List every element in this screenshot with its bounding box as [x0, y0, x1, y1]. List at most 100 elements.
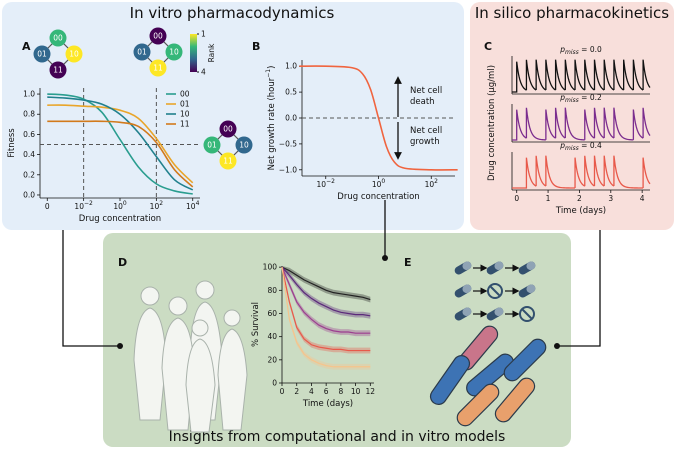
connector-dot	[554, 343, 560, 349]
concentration-curve	[564, 107, 585, 141]
tick-label: 0.2	[23, 170, 35, 179]
network-node	[49, 61, 67, 79]
tick-label: 0	[280, 387, 285, 396]
survival-curve	[281, 266, 371, 317]
concentration-curve	[545, 155, 576, 189]
tick-text: 10	[150, 202, 160, 211]
concentration-curve	[613, 107, 634, 141]
concentration-curve	[593, 155, 605, 187]
concentration-curve	[512, 109, 527, 141]
tick-exponent: −2	[326, 178, 335, 185]
y-axis-label: % Survival	[251, 302, 261, 347]
concentration-curve	[642, 107, 651, 139]
title-symbol: p	[559, 45, 565, 54]
tick-label: 6	[324, 387, 329, 396]
panel-letter: A	[22, 40, 31, 53]
pills-icon	[454, 261, 536, 322]
tick-label: 0.0	[285, 114, 297, 123]
node-label: 10	[169, 48, 179, 57]
tick-label: 4	[640, 194, 645, 203]
legend-label: 11	[180, 120, 190, 129]
node-label: 11	[153, 64, 163, 73]
concentration-curve	[525, 59, 537, 91]
legend-label: 00	[180, 90, 190, 99]
bacteria-icon	[429, 325, 547, 427]
node-label: 10	[239, 141, 249, 150]
title-subscript: miss	[565, 97, 579, 104]
title-silico: In silico pharmacokinetics	[475, 4, 669, 22]
concentration-curve	[632, 59, 644, 91]
concentration-curve	[564, 59, 576, 91]
network-node	[49, 29, 67, 47]
tick-label: −0.5	[279, 139, 297, 148]
network-node	[149, 59, 167, 77]
network-node	[203, 136, 221, 154]
tick-label: 0.5	[285, 88, 297, 97]
panel-letter: C	[484, 40, 492, 53]
node-label: 01	[137, 48, 147, 57]
tick-exponent: 2	[434, 178, 438, 185]
tick-text: 10	[186, 202, 196, 211]
x-axis-label: Drug concentration	[79, 214, 161, 224]
node-label: 01	[207, 141, 217, 150]
node-label: 01	[37, 50, 47, 59]
concentration-curve	[642, 59, 651, 91]
concentration-curve	[512, 157, 537, 189]
concentration-curve	[525, 107, 546, 141]
panel-letter: B	[252, 40, 260, 53]
tick-exponent: −2	[84, 200, 93, 207]
people-icon	[133, 280, 248, 433]
tick-label: 0.0	[23, 190, 35, 199]
label-exponent: −1	[265, 69, 272, 78]
legend-label: 01	[180, 100, 190, 109]
y-axis-label: Net growth rate (hour−1)	[265, 66, 277, 171]
tick-label: 12	[366, 387, 376, 396]
title-symbol: p	[559, 93, 565, 102]
title-vitro: In vitro pharmacodynamics	[130, 4, 335, 22]
tick-exponent: 0	[123, 200, 127, 207]
concentration-curve	[574, 157, 586, 188]
tick-label: 10−2	[74, 200, 93, 211]
tick-text: 0.0	[285, 114, 297, 123]
tick-exponent: 4	[196, 200, 200, 207]
title-symbol: p	[559, 141, 565, 150]
node-label: 00	[153, 32, 163, 41]
label-text: Net growth rate (hour	[267, 77, 277, 170]
data-line	[299, 65, 458, 171]
label-text: )	[267, 66, 277, 69]
subplot-title: pmiss = 0.0	[559, 45, 602, 56]
concentration-curve	[642, 157, 651, 188]
panel-letter: D	[118, 256, 127, 269]
data-line	[47, 104, 194, 184]
annotation: death	[410, 97, 435, 107]
network-node	[219, 152, 237, 170]
network-node	[65, 45, 83, 63]
tick-label: 8	[338, 387, 343, 396]
colorbar-label: Rank	[207, 43, 216, 62]
tick-label: 0.4	[23, 150, 35, 159]
concentration-curve	[535, 59, 547, 91]
subplot-title: pmiss = 0.2	[559, 93, 602, 104]
tick-label: 4	[309, 387, 314, 396]
connectors	[62, 200, 601, 347]
tick-label: 10	[351, 387, 361, 396]
tick-label: 2	[577, 194, 582, 203]
tick-text: −0.5	[279, 139, 297, 148]
tick-exponent: 2	[159, 200, 163, 207]
network-node	[33, 45, 51, 63]
tick-label: 1	[546, 194, 551, 203]
survival-curve	[281, 266, 371, 301]
concentration-curve	[554, 59, 566, 91]
network-node	[219, 120, 237, 138]
node-label: 00	[53, 34, 63, 43]
concentration-curve	[632, 109, 644, 140]
confidence-band	[282, 266, 371, 319]
tick-label: 80	[267, 286, 277, 295]
node-label: 11	[53, 66, 63, 75]
concentration-curve	[593, 107, 605, 139]
title-text: = 0.4	[579, 141, 602, 150]
tick-label: 100	[372, 178, 386, 189]
survival-curve	[281, 267, 371, 352]
concentration-curve	[603, 155, 615, 187]
